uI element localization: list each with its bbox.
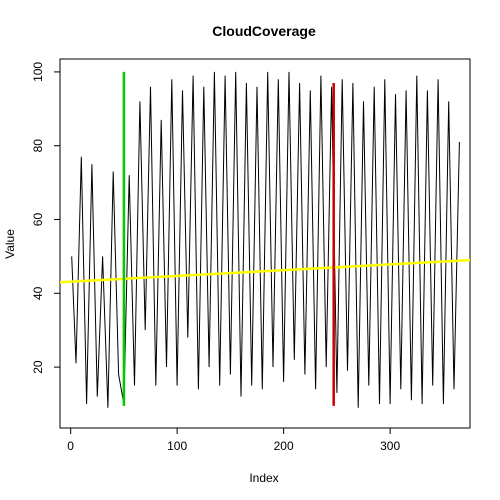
y-tick-label: 80 [31, 139, 45, 153]
y-axis: 20 40 60 80 100 [31, 62, 61, 374]
plot-area [59, 71, 471, 408]
trend-line [59, 258, 471, 284]
x-axis: 0 100 200 300 [67, 427, 400, 453]
y-tick-label: 20 [31, 360, 45, 374]
x-tick-label: 100 [167, 439, 187, 453]
y-tick-label: 40 [31, 286, 45, 300]
series-line [71, 71, 460, 408]
x-tick-label: 300 [380, 439, 400, 453]
x-tick-label: 0 [67, 439, 74, 453]
x-tick-label: 200 [274, 439, 294, 453]
chart-title: CloudCoverage [212, 23, 316, 39]
y-tick-label: 60 [31, 213, 45, 227]
y-axis-title: Value [3, 229, 17, 259]
y-tick-label: 100 [31, 62, 45, 82]
x-axis-title: Index [249, 471, 278, 485]
